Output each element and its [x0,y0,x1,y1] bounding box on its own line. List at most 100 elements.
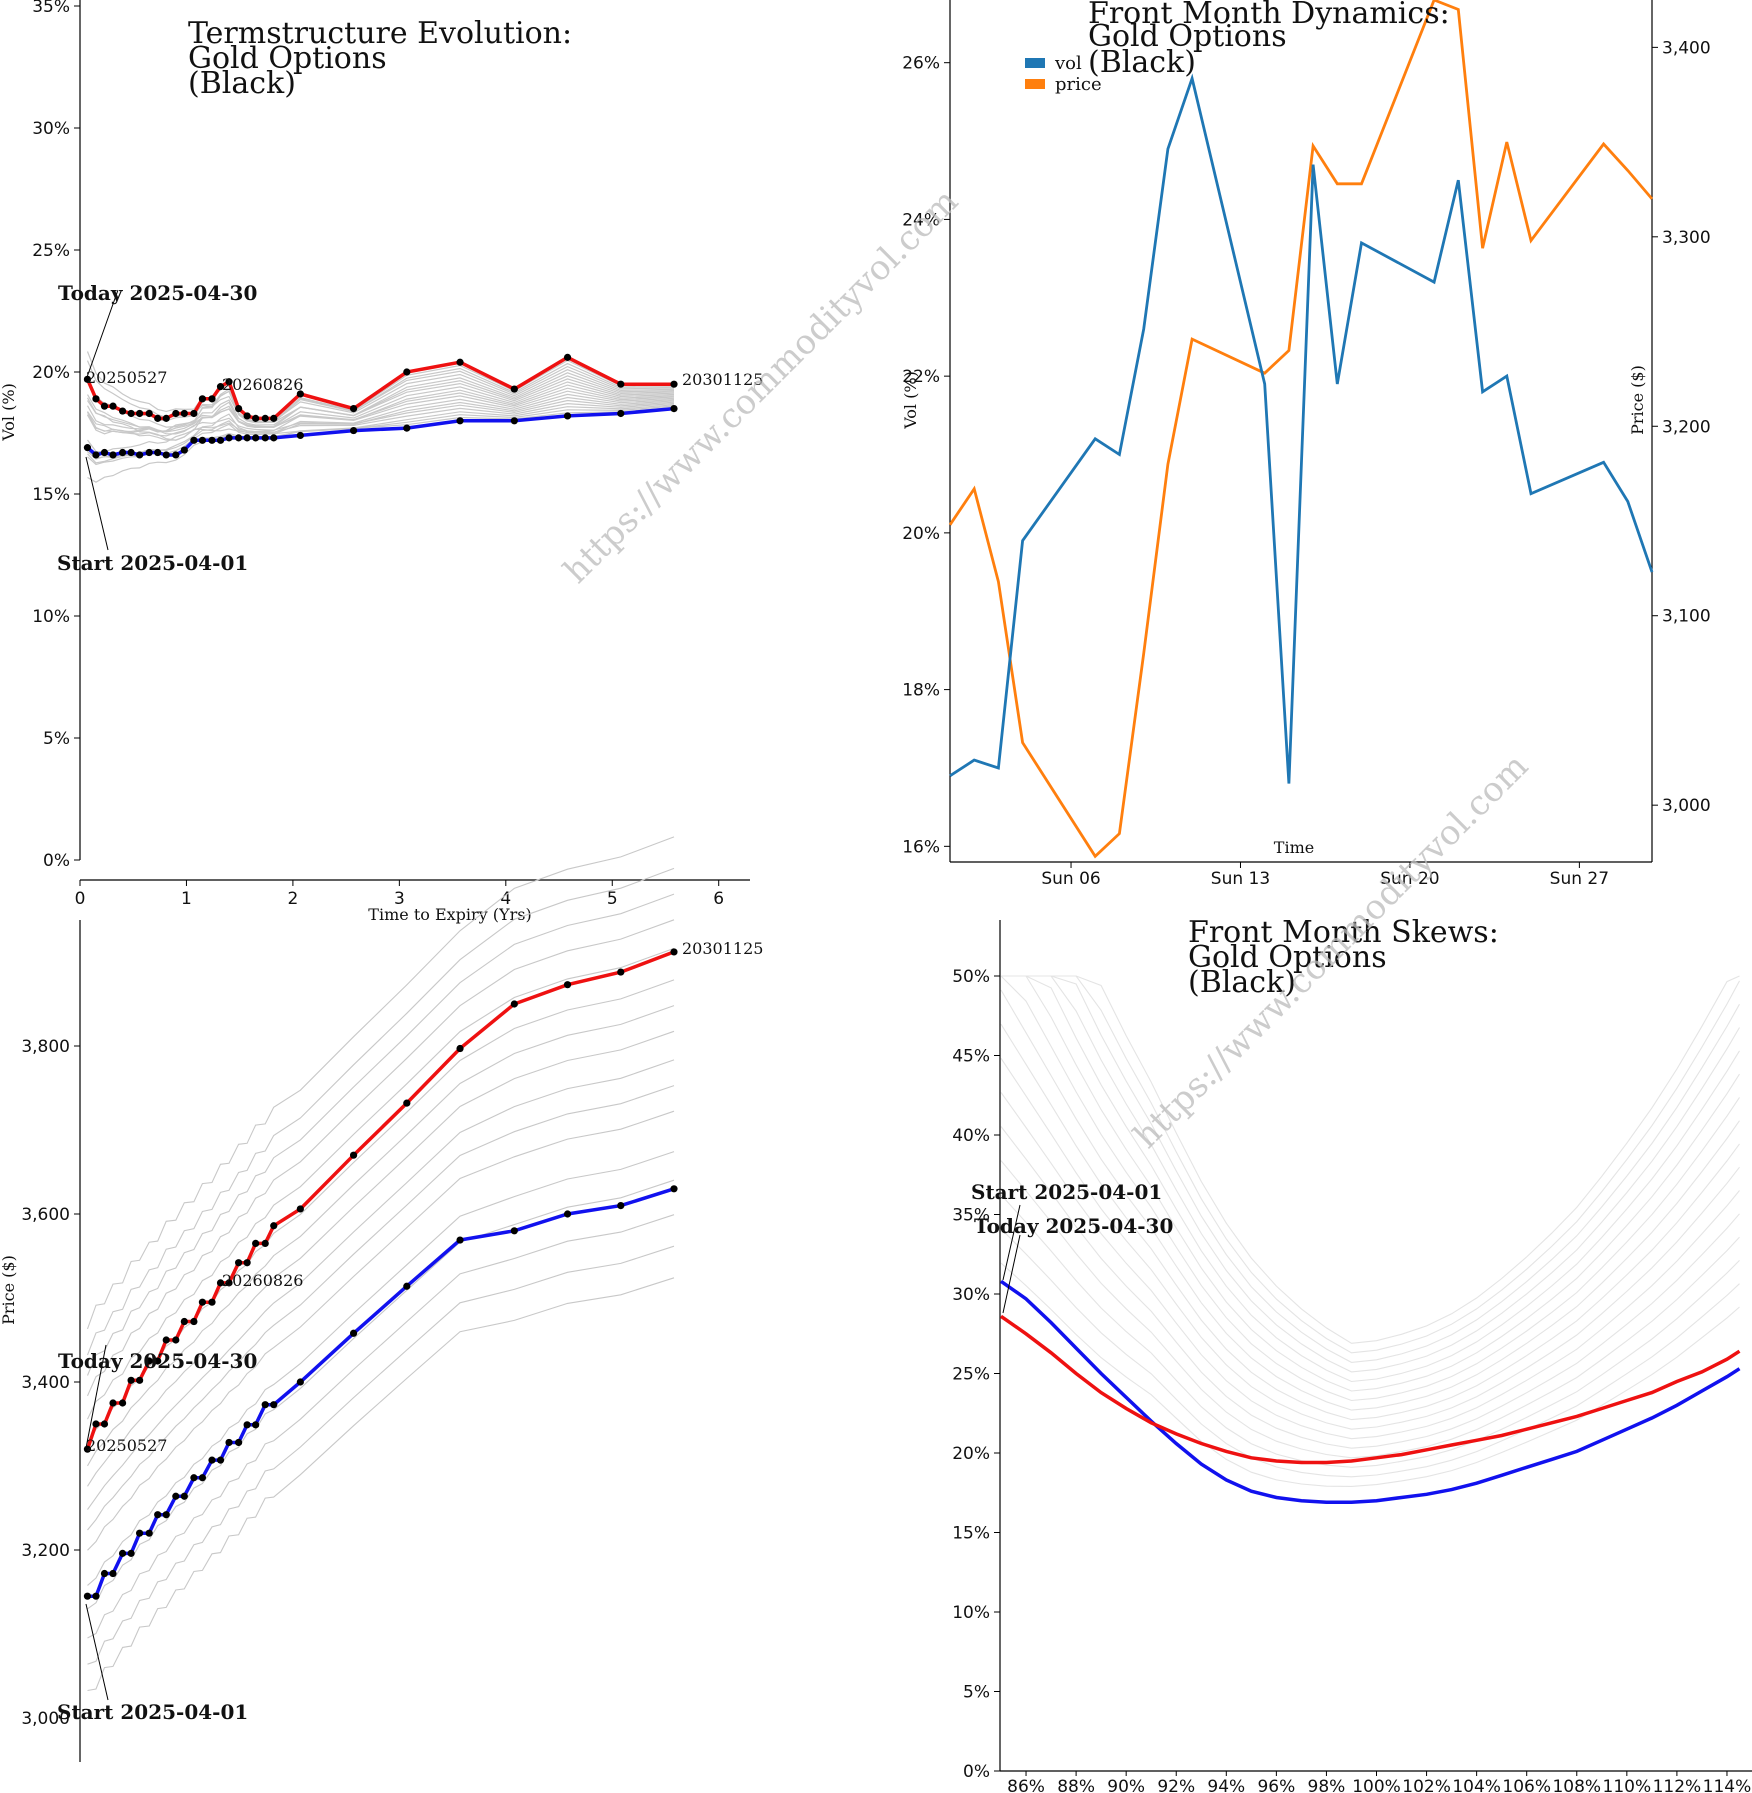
termstructure-point [216,383,225,391]
forward-curve-history-line [87,1245,675,1665]
termstructure-point [243,412,251,420]
termstructure-point [243,434,251,442]
termstructure-point [172,451,180,459]
termstructure-point [252,414,260,422]
forward-curve-history-line [87,1277,675,1692]
forward-curve-point [270,1401,278,1409]
legend-price-label: price [1055,74,1102,95]
skews-ytick-label: 35% [952,1206,990,1226]
termstructure-xtick-label: 1 [181,889,192,909]
termstructure-annotation-start-text: Start 2025-04-01 [57,551,248,575]
watermarks: https://www.commodityvol.com https://www… [556,181,1536,1156]
forward-curve-ytick-label: 3,400 [21,1373,70,1393]
forward-curve-point [403,1282,411,1290]
forward-curve-annotation-start-text: Start 2025-04-01 [57,1700,248,1724]
forward-curve-point [243,1259,251,1267]
termstructure-point [617,409,625,418]
termstructure-point [563,412,572,420]
termstructure-xtick-label: 4 [500,889,511,909]
dynamics-series [948,0,1654,859]
skews-history-line [1000,1160,1740,1459]
forward-curve-point [235,1438,243,1447]
forward-curve-history-line [87,1179,675,1610]
skews-xtick-label: 110% [1603,1777,1652,1793]
termstructure-point [162,414,170,422]
forward-curve-ytick-label: 3,000 [21,1709,70,1729]
forward-curve-point [136,1529,144,1537]
forward-curve-point [127,1376,135,1384]
skews-ytick-label: 50% [952,967,990,987]
termstructure-point [162,451,170,459]
forward-curve-point [190,1317,198,1326]
termstructure-point [145,448,153,457]
termstructure-title-line2: Gold Options [188,41,387,76]
forward-curve-point [296,1205,304,1213]
skews-annotation-today: Today 2025-04-30 [974,1214,1173,1314]
termstructure-ytick-label: 0% [43,851,70,871]
forward-curve-point [235,1259,243,1267]
dynamics-ytick-label: 18% [902,681,940,701]
termstructure-point [670,380,678,388]
skews-xtick-label: 96% [1257,1777,1295,1793]
skews-history-line [1000,1023,1740,1421]
skews-xtick-label: 104% [1452,1777,1501,1793]
skews-ytick-label: 45% [952,1047,990,1067]
skews-history-line [1001,975,1740,1363]
skews-history-line [1000,1057,1740,1430]
forward-curve-point [349,1151,358,1159]
termstructure-point [456,417,464,425]
skews-history-line [1001,975,1740,1344]
forward-curve-point [216,1456,225,1464]
forward-curve-ytick-label: 3,200 [21,1541,70,1561]
termstructure-point [261,434,269,442]
skews-xtick-label: 90% [1107,1777,1145,1793]
forward-curve-history-line [86,893,675,1376]
termstructure-point [109,451,117,459]
termstructure-point [403,424,411,432]
termstructure-point [100,402,109,410]
forward-curve-point [261,1401,269,1409]
termstructure-point [109,402,117,410]
dynamics-xtick-label: Sun 27 [1550,869,1609,889]
dynamics-title-line3: (Black) [1088,45,1196,80]
termstructure-point [127,448,135,457]
termstructure-ytick-label: 5% [43,729,70,749]
forward-curve-history-line [87,1214,675,1639]
termstructure-point [83,375,92,383]
skews-xtick-label: 114% [1703,1777,1752,1793]
forward-curve-annotation-start: Start 2025-04-01 [57,1603,248,1724]
forward-curve-point [296,1378,304,1386]
termstructure-title-line1: Termstructure Evolution: [188,16,572,51]
forward-curve-point [198,1474,207,1482]
forward-curve-ytick-label: 3,600 [21,1205,70,1225]
skews-xtick-label: 94% [1207,1777,1245,1793]
skews-annotation-start-text: Start 2025-04-01 [971,1180,1162,1204]
termstructure-history-line [87,396,675,466]
forward-curve-point [154,1357,162,1365]
forward-curve-y-axis-label: Price ($) [0,1255,18,1325]
forward-curve-point [617,1202,625,1210]
termstructure-label-20250527: 20250527 [86,368,167,387]
skews-xtick-label: 108% [1552,1777,1601,1793]
skews-xtick-label: 102% [1402,1777,1451,1793]
skews-xtick-label: 106% [1502,1777,1551,1793]
forward-curve-point [349,1329,358,1337]
forward-curve-point [180,1492,188,1500]
forward-curve-point [403,1099,411,1107]
termstructure-point [92,395,100,403]
forward-curve-point [118,1549,127,1557]
termstructure-point [261,414,269,422]
termstructure-point [190,436,198,444]
dynamics-y2tick-label: 3,200 [1662,417,1711,437]
dynamics-y2tick-label: 3,300 [1662,228,1711,248]
forward-curve-point [510,1000,518,1008]
skews-history-line [1000,1194,1740,1468]
forward-curve-point [100,1569,109,1578]
forward-curve-point [252,1239,260,1247]
termstructure-point [100,448,109,457]
termstructure-point [225,434,233,442]
forward-curve-point [617,968,625,976]
termstructure-point [296,431,304,440]
termstructure-point [127,409,135,418]
dynamics-xtick-label: Sun 06 [1041,869,1100,889]
